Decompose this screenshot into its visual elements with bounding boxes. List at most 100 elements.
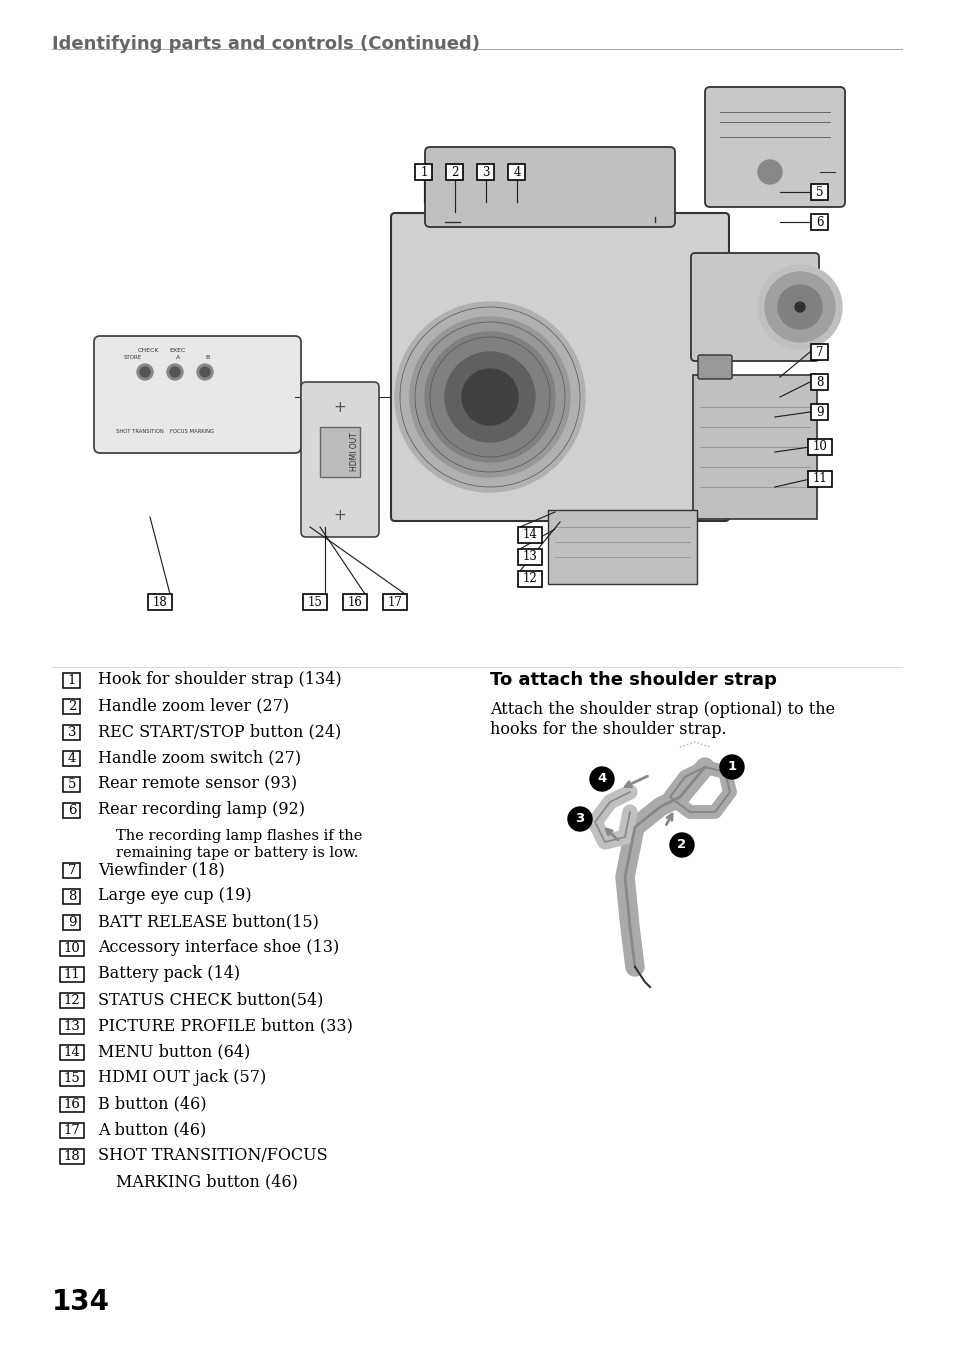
Circle shape [424,332,555,461]
FancyBboxPatch shape [704,87,844,208]
Text: MARKING button (46): MARKING button (46) [116,1174,297,1190]
Text: 11: 11 [812,472,826,486]
Circle shape [764,271,834,342]
Text: 16: 16 [64,1098,80,1110]
Text: 17: 17 [64,1124,80,1137]
Circle shape [461,369,517,425]
Circle shape [140,366,150,377]
Text: 16: 16 [347,596,362,608]
FancyBboxPatch shape [94,337,301,453]
Circle shape [196,364,213,380]
Text: 134: 134 [52,1288,110,1316]
Text: 4: 4 [68,752,76,764]
Text: 6: 6 [68,803,76,817]
Text: +: + [334,399,346,414]
Text: EXEC: EXEC [170,347,186,353]
Bar [148,594,172,611]
Bar [517,527,541,543]
FancyBboxPatch shape [690,252,818,361]
Text: 18: 18 [152,596,167,608]
Text: 9: 9 [68,916,76,928]
Text: 8: 8 [68,889,76,902]
Circle shape [758,160,781,185]
Text: Hook for shoulder strap (134): Hook for shoulder strap (134) [98,672,341,688]
Text: remaining tape or battery is low.: remaining tape or battery is low. [116,845,358,860]
Text: 4: 4 [513,166,520,179]
Text: PICTURE PROFILE button (33): PICTURE PROFILE button (33) [98,1018,353,1034]
Bar [811,404,827,421]
Text: STORE: STORE [124,356,142,360]
Text: STATUS CHECK button(54): STATUS CHECK button(54) [98,992,323,1008]
Bar [64,673,80,688]
Bar [303,594,327,611]
Text: A button (46): A button (46) [98,1121,206,1139]
Circle shape [567,807,592,830]
FancyBboxPatch shape [424,147,675,227]
Circle shape [669,833,693,858]
Circle shape [778,285,821,328]
Text: 2: 2 [451,166,458,179]
Text: Rear recording lamp (92): Rear recording lamp (92) [98,802,305,818]
Bar [64,750,80,765]
Text: 13: 13 [522,551,537,563]
Text: REC START/STOP button (24): REC START/STOP button (24) [98,723,341,741]
FancyBboxPatch shape [301,383,378,537]
Text: 6: 6 [816,216,822,228]
Circle shape [589,767,614,791]
Bar [807,471,831,487]
Text: 1: 1 [727,760,736,773]
Bar [382,594,407,611]
Bar [517,550,541,565]
Text: 11: 11 [64,968,80,981]
Text: Handle zoom switch (27): Handle zoom switch (27) [98,749,301,767]
Text: Rear remote sensor (93): Rear remote sensor (93) [98,775,296,792]
Text: 10: 10 [812,441,826,453]
Bar [517,571,541,588]
Bar [60,1096,84,1111]
Text: Viewfinder (18): Viewfinder (18) [98,862,225,878]
Bar [319,427,359,478]
Text: SHOT TRANSITION: SHOT TRANSITION [116,429,164,434]
Text: 3: 3 [68,726,76,738]
Text: Battery pack (14): Battery pack (14) [98,965,240,982]
Text: 2: 2 [677,839,686,851]
Text: FOCUS MARKING: FOCUS MARKING [170,429,213,434]
FancyBboxPatch shape [692,375,816,518]
Text: 7: 7 [816,346,822,358]
Bar [477,164,494,180]
Bar [508,164,525,180]
Bar [60,1122,84,1137]
Bar [811,185,827,199]
Bar [64,699,80,714]
Text: 15: 15 [307,596,322,608]
Text: BATT RELEASE button(15): BATT RELEASE button(15) [98,913,318,931]
Bar [807,440,831,455]
Bar [811,375,827,389]
Text: hooks for the shoulder strap.: hooks for the shoulder strap. [490,722,726,738]
Bar [416,164,432,180]
Text: MENU button (64): MENU button (64) [98,1044,250,1061]
Bar [446,164,463,180]
Bar [60,940,84,955]
Text: Identifying parts and controls (Continued): Identifying parts and controls (Continue… [52,35,479,53]
Text: 14: 14 [64,1045,80,1058]
Text: 12: 12 [64,993,80,1007]
Bar [64,802,80,817]
Text: 5: 5 [816,186,822,198]
Text: B button (46): B button (46) [98,1095,206,1113]
Text: 1: 1 [420,166,427,179]
Circle shape [200,366,210,377]
Text: 4: 4 [597,772,606,786]
Circle shape [410,318,569,478]
Text: A: A [175,356,180,360]
Circle shape [170,366,180,377]
Text: 7: 7 [68,863,76,877]
Circle shape [167,364,183,380]
Bar [343,594,367,611]
Text: 3: 3 [575,813,584,825]
Bar [60,992,84,1007]
Text: 3: 3 [482,166,489,179]
Bar [811,214,827,229]
Bar [60,1071,84,1086]
Text: 2: 2 [68,699,76,712]
